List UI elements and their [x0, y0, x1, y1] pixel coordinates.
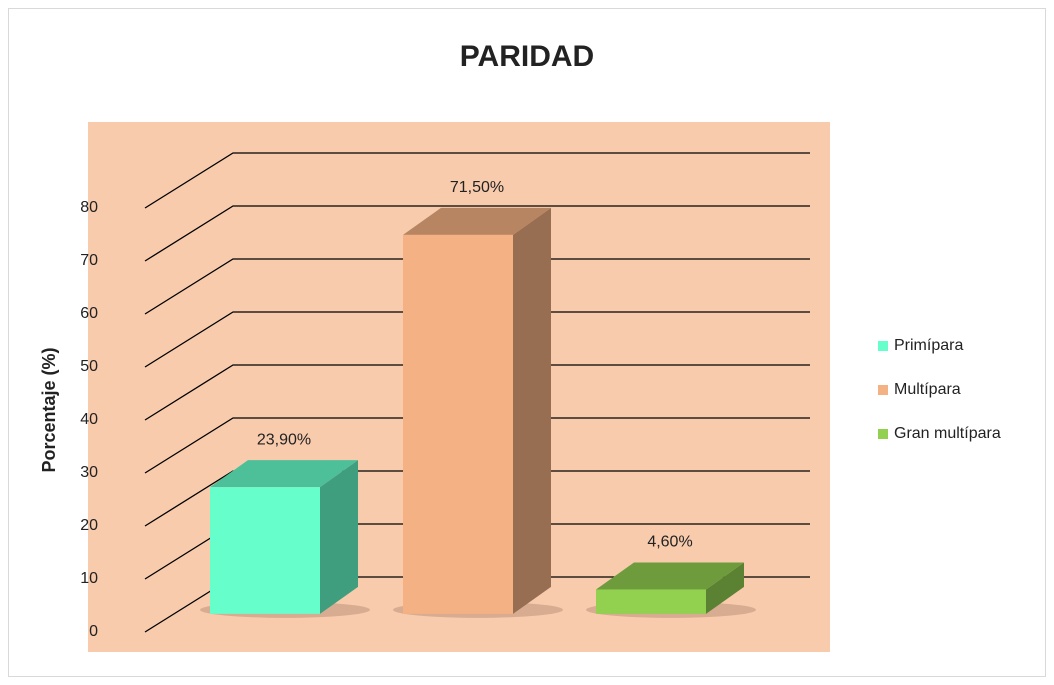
- y-tick-label: 70: [80, 252, 98, 269]
- y-tick-label: 0: [89, 623, 98, 640]
- bar-side: [706, 562, 744, 614]
- chart-title: PARIDAD: [460, 40, 594, 73]
- value-label: 4,60%: [647, 534, 692, 551]
- legend-swatch: [878, 385, 888, 395]
- value-label: 23,90%: [257, 431, 311, 448]
- y-tick-label: 50: [80, 358, 98, 375]
- bar-top: [210, 460, 358, 488]
- y-tick-label: 20: [80, 517, 98, 534]
- legend-swatch: [878, 429, 888, 439]
- bar-side: [320, 460, 358, 614]
- y-tick-label: 10: [80, 570, 98, 587]
- grid-line: [144, 417, 810, 474]
- y-tick-label: 60: [80, 305, 98, 322]
- grid-line: [144, 152, 810, 209]
- bar: [403, 234, 513, 614]
- bar-top: [596, 562, 744, 590]
- grid-line: [144, 205, 810, 262]
- y-tick-label: 80: [80, 199, 98, 216]
- y-tick-label: 30: [80, 464, 98, 481]
- bar-top: [403, 207, 551, 235]
- grid-line: [144, 258, 810, 315]
- value-label: 71,50%: [450, 179, 504, 196]
- y-tick-label: 40: [80, 411, 98, 428]
- bar-side: [513, 207, 551, 614]
- legend-swatch: [878, 341, 888, 351]
- bar: [210, 487, 320, 614]
- y-axis-label: Porcentaje (%): [39, 347, 59, 472]
- grid-line: [144, 364, 810, 421]
- bar: [596, 589, 706, 614]
- legend-label: Primípara: [894, 337, 963, 354]
- legend-label: Gran multípara: [894, 425, 1001, 442]
- grid-line: [144, 311, 810, 368]
- legend-label: Multípara: [894, 381, 961, 398]
